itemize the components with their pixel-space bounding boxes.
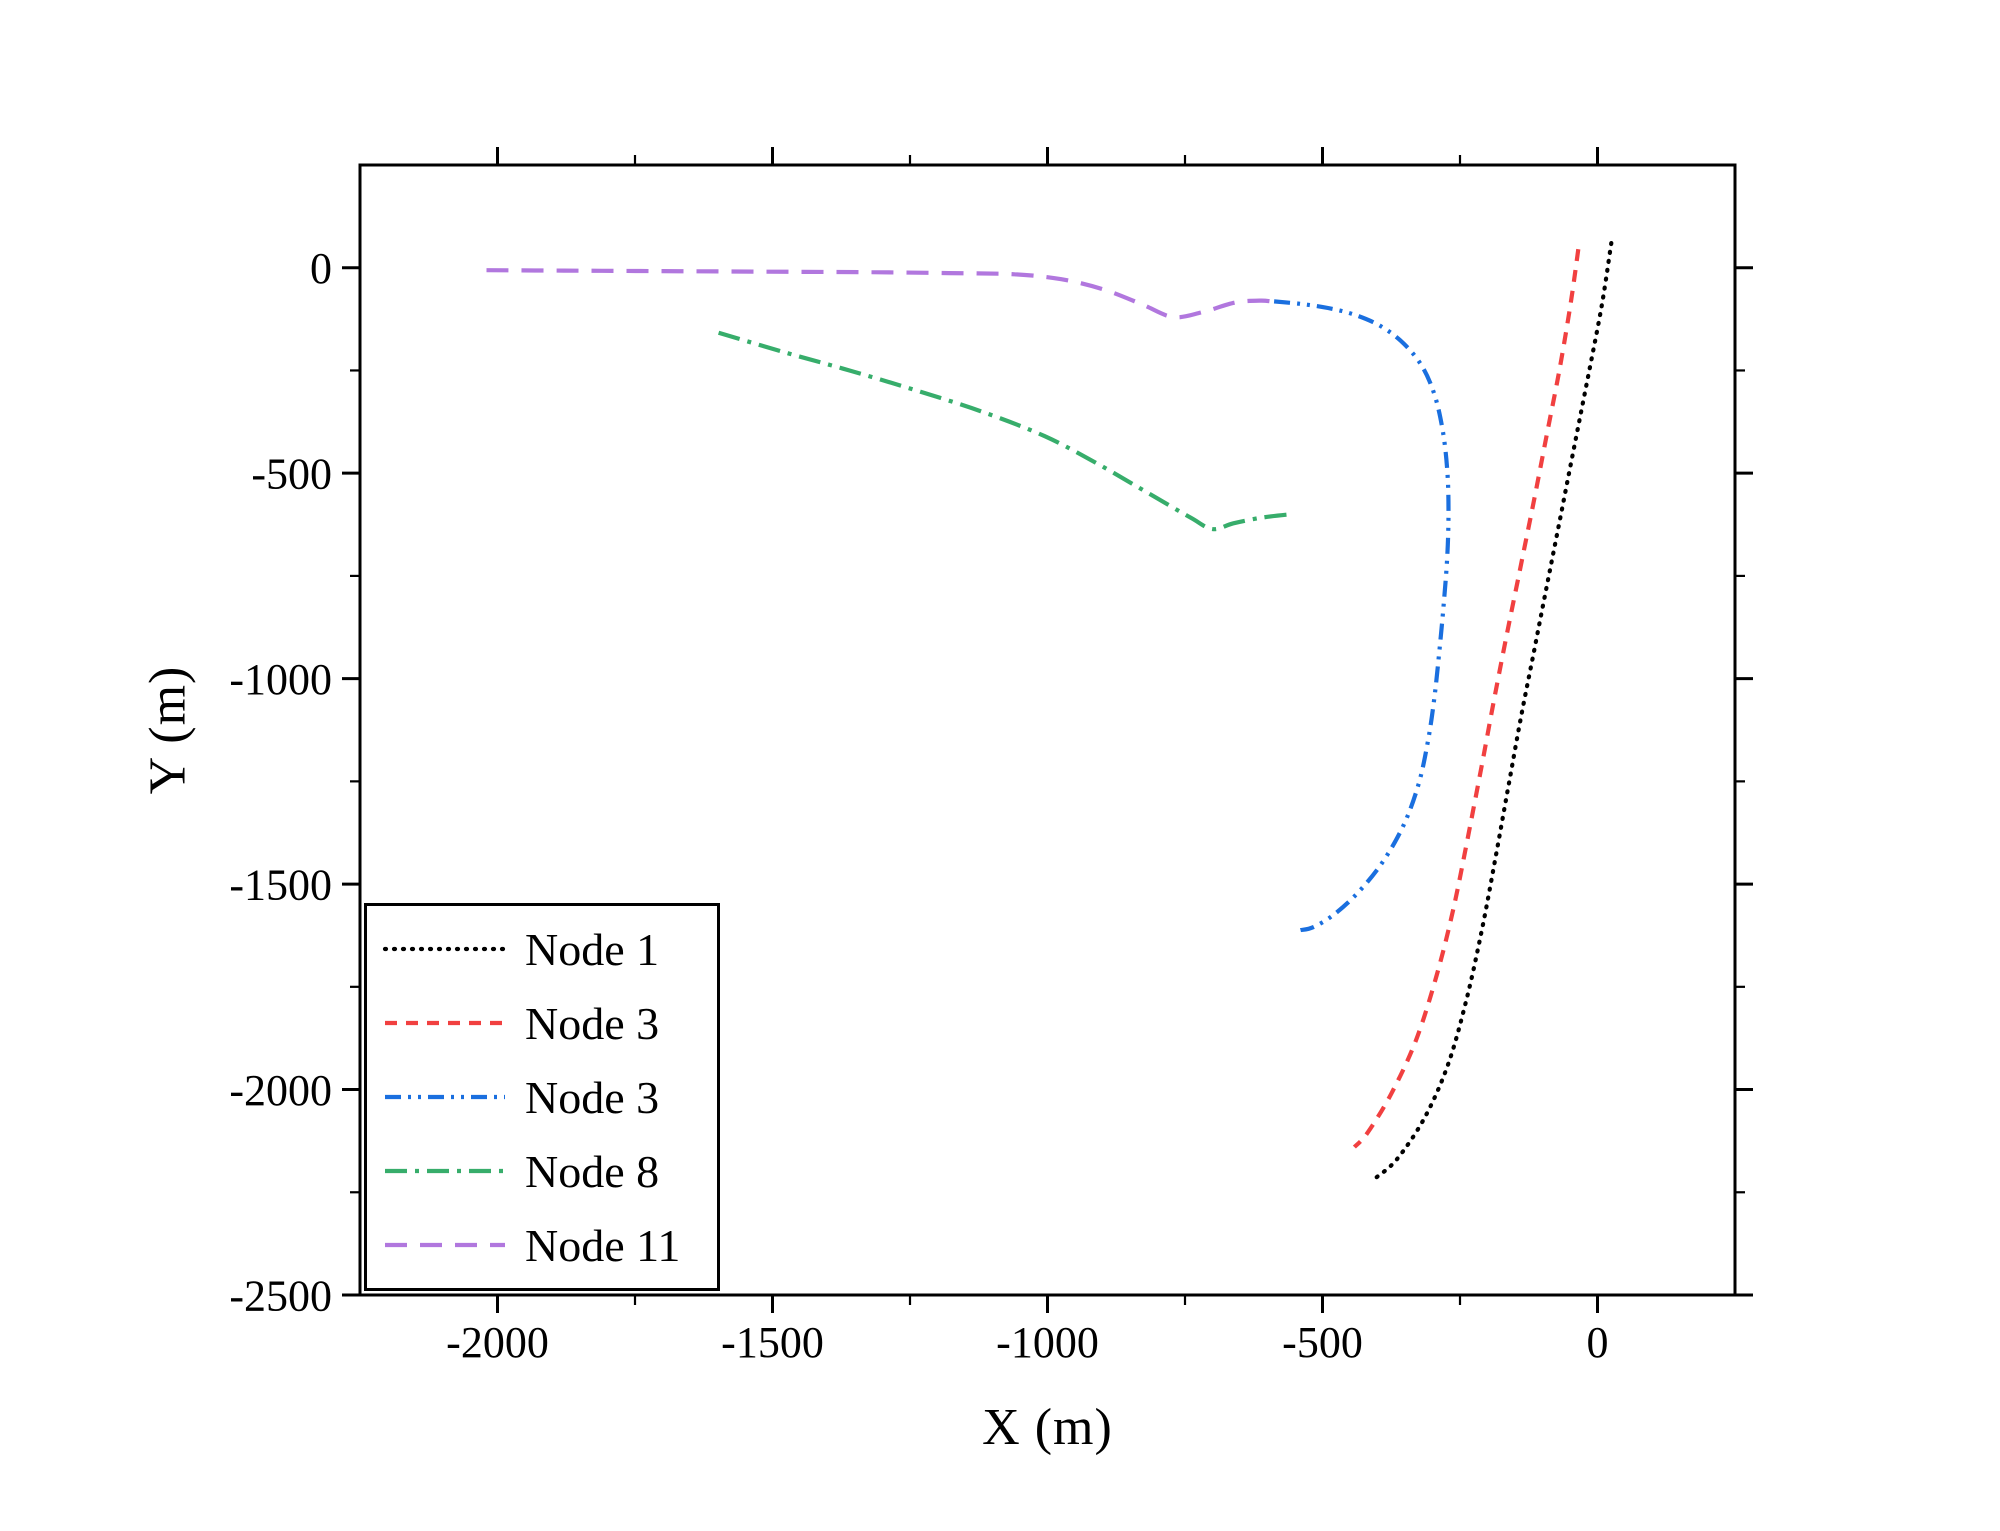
legend-label: Node 11 bbox=[525, 1219, 681, 1271]
legend-item: Node 3 bbox=[367, 986, 717, 1060]
x-tick-label: -1500 bbox=[721, 1318, 824, 1367]
series-line-2-node-3 bbox=[1273, 299, 1451, 933]
y-tick-label: -2500 bbox=[229, 1271, 332, 1320]
legend-item: Node 1 bbox=[367, 912, 717, 986]
series-line-4-node-11 bbox=[486, 268, 1277, 320]
y-tick-label: -1000 bbox=[229, 655, 332, 704]
legend-line-sample bbox=[385, 1094, 505, 1100]
legend-item: Node 11 bbox=[367, 1208, 717, 1282]
legend-label: Node 3 bbox=[525, 1071, 660, 1123]
legend-item: Node 8 bbox=[367, 1134, 717, 1208]
y-tick-label: -1500 bbox=[229, 860, 332, 909]
plot-frame bbox=[358, 163, 1737, 1297]
y-tick-label: -500 bbox=[251, 450, 332, 499]
legend-line-sample bbox=[385, 1168, 505, 1174]
x-axis-title: X (m) bbox=[982, 1399, 1113, 1456]
x-tick-label: -2000 bbox=[446, 1318, 549, 1367]
y-axis-title: Y (m) bbox=[139, 665, 197, 795]
series-line-0-node-1 bbox=[1373, 241, 1614, 1180]
legend-label: Node 8 bbox=[525, 1145, 660, 1197]
y-tick-label: -2000 bbox=[229, 1066, 332, 1115]
legend: Node 1 Node 3 Node 3 Node 8 Node 11 bbox=[364, 903, 720, 1291]
legend-line-sample bbox=[385, 1020, 505, 1026]
x-tick-label: 0 bbox=[1587, 1318, 1609, 1367]
x-tick-label: -500 bbox=[1282, 1318, 1363, 1367]
legend-line-sample bbox=[385, 1242, 505, 1248]
series-line-3-node-8 bbox=[718, 330, 1291, 532]
series-line-1-node-3 bbox=[1352, 248, 1581, 1149]
x-tick-label: -1000 bbox=[996, 1318, 1099, 1367]
legend-label: Node 1 bbox=[525, 923, 660, 975]
legend-label: Node 3 bbox=[525, 997, 660, 1049]
y-tick-label: 0 bbox=[310, 244, 332, 293]
legend-item: Node 3 bbox=[367, 1060, 717, 1134]
legend-line-sample bbox=[382, 946, 508, 952]
